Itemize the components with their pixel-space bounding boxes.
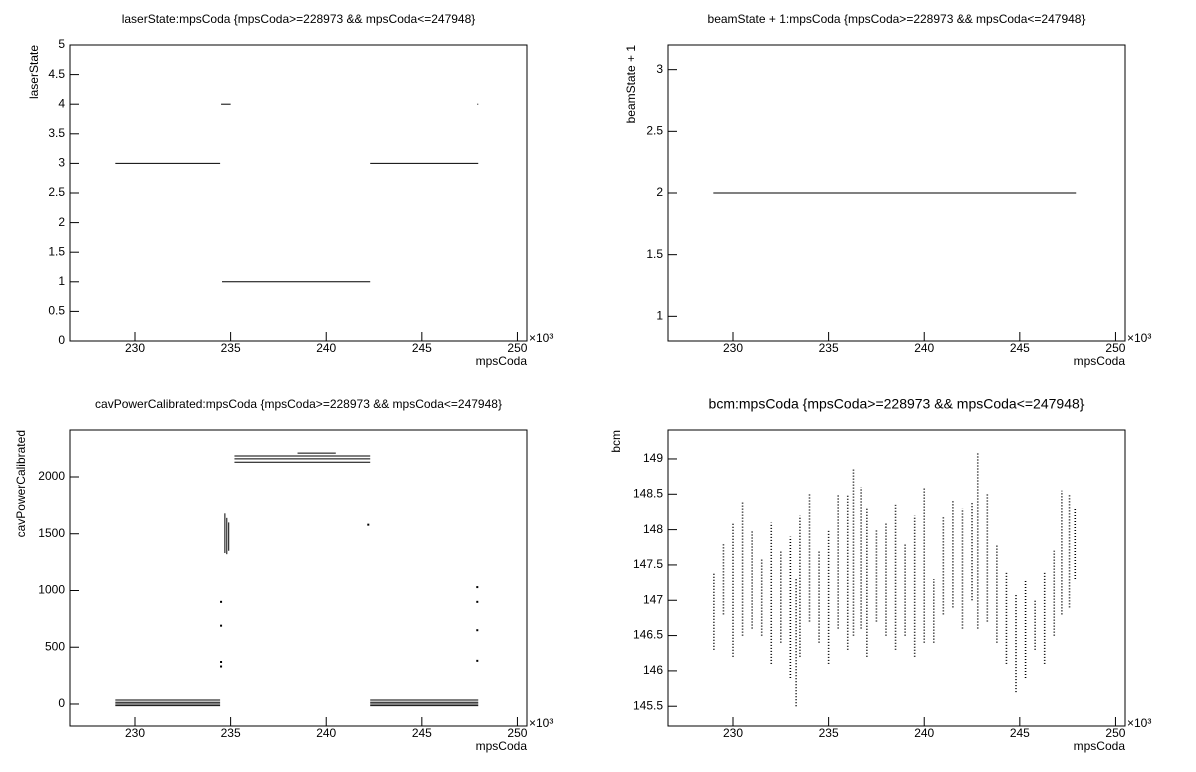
data-point [220, 624, 223, 627]
x-tick-label: 245 [1010, 726, 1030, 740]
y-tick-label: 146.5 [633, 628, 663, 642]
chart-title: bcm:mpsCoda {mpsCoda>=228973 && mpsCoda<… [709, 396, 1085, 412]
x-tick-label: 235 [221, 726, 241, 740]
x-tick-label: 230 [125, 341, 145, 355]
x-exponent: ×10³ [1127, 716, 1151, 730]
x-tick-label: 230 [723, 726, 743, 740]
plot-frame [69, 44, 528, 342]
y-tick-label: 1000 [38, 583, 65, 597]
x-tick-label: 240 [914, 726, 934, 740]
y-tick-label: 1 [58, 274, 65, 288]
x-tick-label: 250 [1105, 726, 1125, 740]
x-tick-label: 235 [819, 341, 839, 355]
x-exponent: ×10³ [1127, 331, 1151, 345]
x-axis-label: mpsCoda [476, 739, 528, 753]
y-tick-label: 3 [58, 156, 65, 170]
x-tick-label: 245 [412, 341, 432, 355]
y-tick-label: 5 [58, 37, 65, 51]
y-tick-label: 148 [643, 522, 663, 536]
x-axis-label: mpsCoda [476, 354, 528, 368]
y-axis-label: laserState [27, 45, 41, 99]
x-tick-label: 235 [221, 341, 241, 355]
y-tick-label: 147 [643, 592, 663, 606]
y-axis-label: beamState + 1 [624, 45, 638, 124]
data-point [476, 629, 479, 632]
y-tick-label: 0.5 [48, 304, 65, 318]
y-tick-label: 2 [656, 185, 663, 199]
y-tick-label: 2.5 [48, 185, 65, 199]
x-tick-label: 240 [316, 341, 336, 355]
data-point [220, 665, 223, 668]
y-tick-label: 1.5 [646, 247, 663, 261]
chart-title: cavPowerCalibrated:mpsCoda {mpsCoda>=228… [95, 397, 502, 411]
y-tick-label: 1 [656, 309, 663, 323]
y-tick-label: 149 [643, 451, 663, 465]
y-tick-label: 3 [656, 62, 663, 76]
y-tick-label: 146 [643, 663, 663, 677]
data-point [476, 659, 479, 662]
y-tick-label: 0 [58, 333, 65, 347]
x-tick-label: 245 [412, 726, 432, 740]
data-point [476, 586, 479, 589]
y-tick-label: 1500 [38, 526, 65, 540]
data-point [220, 660, 223, 663]
x-axis-label: mpsCoda [1074, 739, 1126, 753]
x-tick-label: 250 [1105, 341, 1125, 355]
x-tick-label: 230 [125, 726, 145, 740]
chart-title: beamState + 1:mpsCoda {mpsCoda>=228973 &… [708, 12, 1086, 26]
y-axis-label: cavPowerCalibrated [14, 430, 28, 537]
plot-frame [69, 429, 528, 727]
x-tick-label: 250 [507, 341, 527, 355]
data-point [367, 523, 370, 526]
y-tick-label: 148.5 [633, 486, 663, 500]
y-tick-label: 0 [58, 696, 65, 710]
data-point [220, 600, 223, 603]
x-exponent: ×10³ [529, 716, 553, 730]
y-tick-label: 500 [45, 639, 65, 653]
y-tick-label: 2.5 [646, 124, 663, 138]
x-tick-label: 230 [723, 341, 743, 355]
x-exponent: ×10³ [529, 331, 553, 345]
data-point [476, 600, 479, 603]
y-tick-label: 2000 [38, 469, 65, 483]
x-tick-label: 235 [819, 726, 839, 740]
x-tick-label: 240 [316, 726, 336, 740]
y-axis-label: bcm [609, 430, 623, 453]
plot-frame [667, 429, 1126, 727]
x-tick-label: 245 [1010, 341, 1030, 355]
x-tick-label: 240 [914, 341, 934, 355]
y-tick-label: 1.5 [48, 244, 65, 258]
chart-title: laserState:mpsCoda {mpsCoda>=228973 && m… [122, 12, 476, 26]
x-axis-label: mpsCoda [1074, 354, 1126, 368]
y-tick-label: 147.5 [633, 557, 663, 571]
x-tick-label: 250 [507, 726, 527, 740]
y-tick-label: 4.5 [48, 67, 65, 81]
y-tick-label: 4 [58, 96, 65, 110]
y-tick-label: 3.5 [48, 126, 65, 140]
y-tick-label: 2 [58, 215, 65, 229]
y-tick-label: 145.5 [633, 698, 663, 712]
